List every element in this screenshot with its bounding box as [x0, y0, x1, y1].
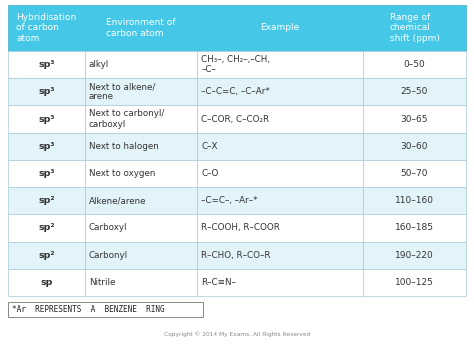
- Text: 30–60: 30–60: [401, 142, 428, 151]
- Text: CH₃–, CH₂–,–CH,: CH₃–, CH₂–,–CH,: [201, 55, 270, 64]
- Bar: [197, 160, 363, 187]
- Bar: [85, 5, 197, 51]
- Text: carboxyl: carboxyl: [89, 120, 126, 129]
- Bar: [8, 133, 85, 160]
- Text: Range of
chemical
shift (ppm): Range of chemical shift (ppm): [390, 13, 439, 43]
- Bar: [363, 133, 466, 160]
- Bar: [197, 105, 363, 133]
- Bar: [363, 269, 466, 296]
- Text: sp³: sp³: [38, 142, 55, 151]
- Bar: [8, 214, 85, 241]
- Bar: [197, 214, 363, 241]
- Bar: [363, 51, 466, 78]
- Text: –C–: –C–: [201, 65, 216, 74]
- Bar: [197, 51, 363, 78]
- Bar: [8, 302, 203, 317]
- Bar: [363, 160, 466, 187]
- Bar: [85, 133, 197, 160]
- Bar: [8, 78, 85, 105]
- Text: Next to carbonyl/: Next to carbonyl/: [89, 109, 164, 118]
- Bar: [85, 241, 197, 269]
- Bar: [363, 5, 466, 51]
- Text: C–O: C–O: [201, 169, 219, 178]
- Bar: [197, 5, 363, 51]
- Text: 190–220: 190–220: [395, 251, 434, 260]
- Bar: [8, 269, 85, 296]
- Bar: [8, 241, 85, 269]
- Text: Hybridisation
of carbon
atom: Hybridisation of carbon atom: [16, 13, 77, 43]
- Text: R–CHO, R–CO–R: R–CHO, R–CO–R: [201, 251, 271, 260]
- Text: 50–70: 50–70: [401, 169, 428, 178]
- Text: Alkene/arene: Alkene/arene: [89, 196, 146, 205]
- Bar: [197, 187, 363, 214]
- Bar: [85, 105, 197, 133]
- Text: 160–185: 160–185: [395, 224, 434, 233]
- Text: Next to alkene/: Next to alkene/: [89, 82, 155, 91]
- Text: 110–160: 110–160: [395, 196, 434, 205]
- Text: *Ar  REPRESENTS  A  BENZENE  RING: *Ar REPRESENTS A BENZENE RING: [12, 305, 164, 314]
- Bar: [85, 187, 197, 214]
- Bar: [363, 105, 466, 133]
- Text: sp²: sp²: [38, 251, 55, 260]
- Text: alkyl: alkyl: [89, 60, 109, 69]
- Text: Carboxyl: Carboxyl: [89, 224, 128, 233]
- Bar: [8, 5, 85, 51]
- Text: 100–125: 100–125: [395, 278, 434, 287]
- Bar: [85, 214, 197, 241]
- Bar: [85, 269, 197, 296]
- Bar: [197, 269, 363, 296]
- Bar: [363, 187, 466, 214]
- Text: sp³: sp³: [38, 60, 55, 69]
- Text: –C–C=C, –C–Ar*: –C–C=C, –C–Ar*: [201, 87, 270, 96]
- Bar: [8, 105, 85, 133]
- Text: –C=C–, –Ar–*: –C=C–, –Ar–*: [201, 196, 258, 205]
- Text: sp²: sp²: [38, 196, 55, 205]
- Text: 25–50: 25–50: [401, 87, 428, 96]
- Text: sp³: sp³: [38, 87, 55, 96]
- Bar: [197, 78, 363, 105]
- Bar: [363, 78, 466, 105]
- Text: Next to halogen: Next to halogen: [89, 142, 159, 151]
- Bar: [197, 241, 363, 269]
- Text: 0–50: 0–50: [403, 60, 425, 69]
- Text: Example: Example: [260, 23, 300, 32]
- Text: Next to oxygen: Next to oxygen: [89, 169, 155, 178]
- Text: Environment of
carbon atom: Environment of carbon atom: [106, 18, 176, 38]
- Text: sp: sp: [40, 278, 53, 287]
- Bar: [363, 214, 466, 241]
- Text: Nitrile: Nitrile: [89, 278, 115, 287]
- Bar: [8, 160, 85, 187]
- Bar: [85, 78, 197, 105]
- Bar: [363, 241, 466, 269]
- Bar: [197, 133, 363, 160]
- Text: 30–65: 30–65: [401, 115, 428, 123]
- Text: arene: arene: [89, 93, 114, 101]
- Text: Copyright © 2014 My Exams. All Rights Reserved: Copyright © 2014 My Exams. All Rights Re…: [164, 331, 310, 337]
- Text: sp³: sp³: [38, 115, 55, 123]
- Text: sp²: sp²: [38, 224, 55, 233]
- Text: Carbonyl: Carbonyl: [89, 251, 128, 260]
- Bar: [8, 51, 85, 78]
- Bar: [85, 160, 197, 187]
- Text: R–C≡N–: R–C≡N–: [201, 278, 236, 287]
- Text: C–X: C–X: [201, 142, 218, 151]
- Bar: [8, 187, 85, 214]
- Text: R–COOH, R–COOR: R–COOH, R–COOR: [201, 224, 280, 233]
- Text: C–COR, C–CO₂R: C–COR, C–CO₂R: [201, 115, 269, 123]
- Bar: [85, 51, 197, 78]
- Text: sp³: sp³: [38, 169, 55, 178]
